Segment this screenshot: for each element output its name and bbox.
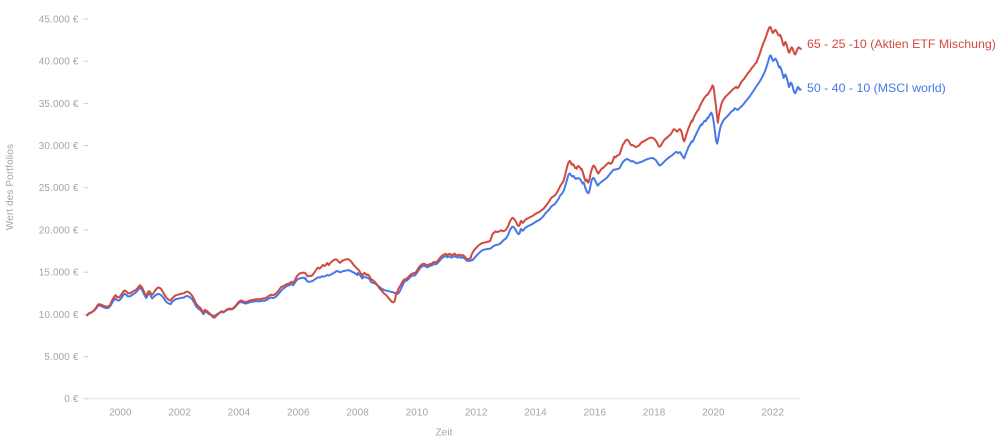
svg-text:0 €: 0 € — [64, 394, 79, 405]
svg-text:2006: 2006 — [287, 408, 310, 419]
svg-text:40.000 €: 40.000 € — [39, 57, 79, 68]
svg-text:10.000 €: 10.000 € — [39, 310, 79, 321]
svg-text:2012: 2012 — [465, 408, 488, 419]
svg-text:5.000 €: 5.000 € — [44, 352, 78, 363]
svg-text:2002: 2002 — [168, 408, 191, 419]
svg-text:25.000 €: 25.000 € — [39, 183, 79, 194]
svg-text:45.000 €: 45.000 € — [39, 14, 79, 25]
svg-text:2022: 2022 — [761, 408, 784, 419]
svg-text:Zeit: Zeit — [435, 428, 452, 439]
svg-text:2000: 2000 — [109, 408, 132, 419]
svg-text:2018: 2018 — [643, 408, 666, 419]
svg-text:50 - 40 - 10 (MSCI world): 50 - 40 - 10 (MSCI world) — [807, 81, 946, 95]
svg-text:35.000 €: 35.000 € — [39, 99, 79, 110]
svg-text:20.000 €: 20.000 € — [39, 225, 79, 236]
svg-text:15.000 €: 15.000 € — [39, 268, 79, 279]
svg-text:2020: 2020 — [702, 408, 725, 419]
svg-text:2014: 2014 — [524, 408, 547, 419]
svg-text:65 - 25 -10 (Aktien ETF Mischu: 65 - 25 -10 (Aktien ETF Mischung) — [807, 37, 996, 51]
svg-text:2008: 2008 — [346, 408, 369, 419]
svg-text:2016: 2016 — [583, 408, 606, 419]
svg-text:Wert des Portfolios: Wert des Portfolios — [5, 144, 16, 230]
svg-text:2004: 2004 — [228, 408, 251, 419]
svg-text:2010: 2010 — [406, 408, 429, 419]
svg-text:30.000 €: 30.000 € — [39, 141, 79, 152]
